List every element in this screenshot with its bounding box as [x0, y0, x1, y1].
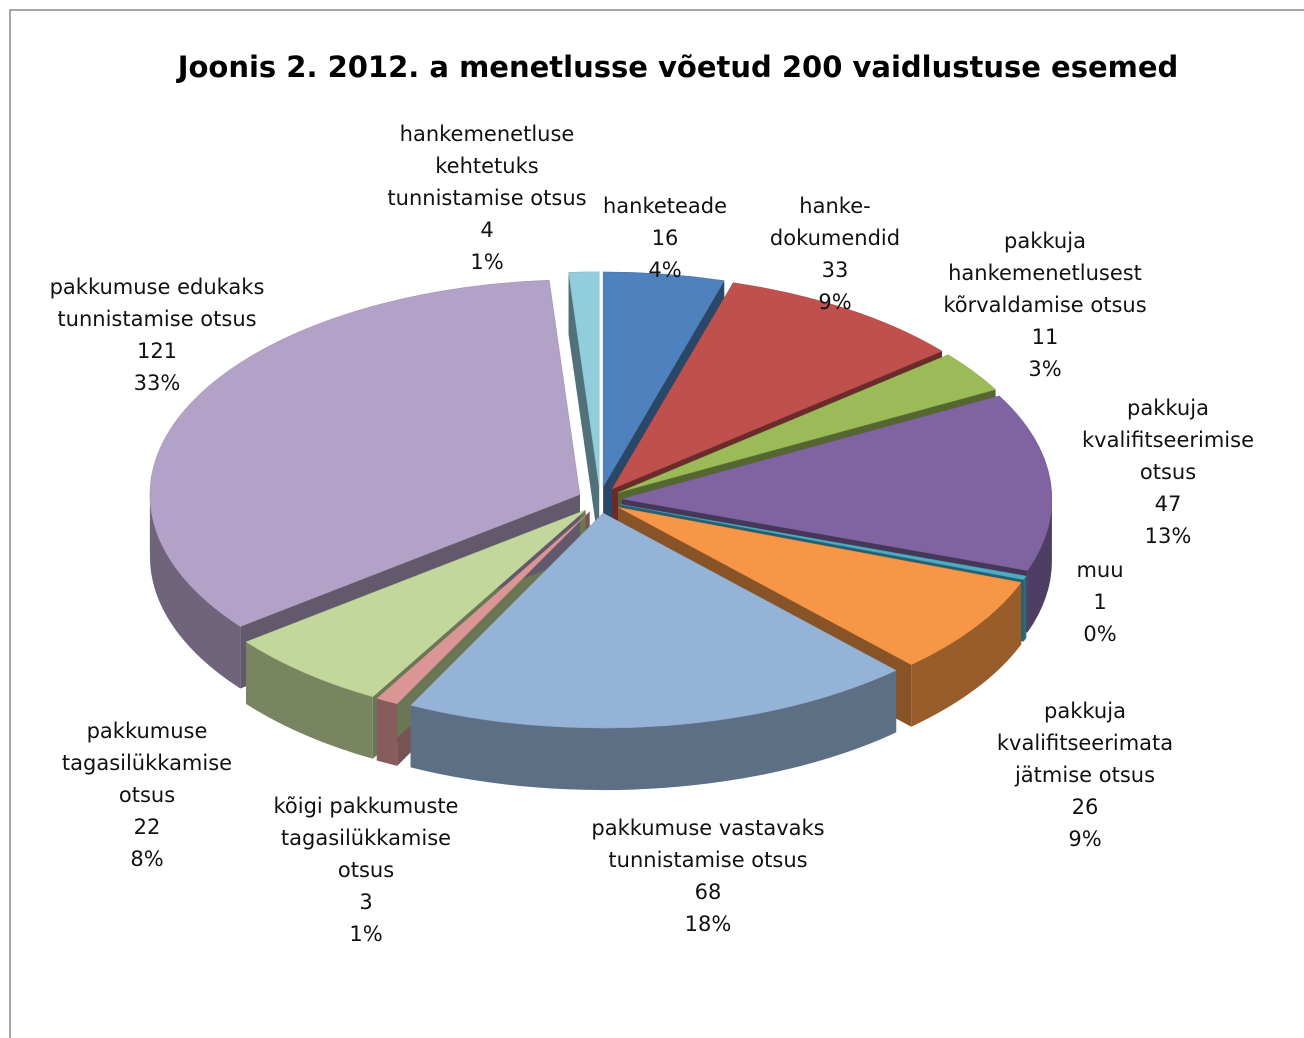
data-label: pakkumuse tagasilükkamise otsus 22 8% [52, 715, 242, 875]
slice [245, 509, 586, 698]
slice [618, 507, 1022, 665]
slice [620, 504, 1027, 580]
chart-title: Joonis 2. 2012. a menetlusse võetud 200 … [177, 50, 1179, 84]
label-percent: 8% [130, 847, 164, 871]
label-category: hankemenetluse kehtetuks tunnistamise ot… [387, 122, 587, 210]
label-value: 121 [136, 339, 178, 363]
slice [376, 511, 590, 705]
label-category: pakkumuse tagasilükkamise otsus [61, 719, 233, 807]
slice-tops [149, 271, 1053, 729]
data-label: hanke-dokumendid 33 9% [755, 190, 915, 318]
slice [410, 512, 897, 729]
label-category: kõigi pakkumuste tagasilükkamise otsus [273, 794, 459, 882]
label-percent: 33% [133, 371, 181, 395]
label-value: 33 [821, 258, 849, 282]
label-value: 68 [694, 880, 722, 904]
data-label: pakkumuse vastavaks tunnistamise otsus 68… [588, 812, 828, 940]
label-percent: 0% [1083, 622, 1117, 646]
label-category: pakkumuse edukaks tunnistamise otsus [49, 275, 265, 331]
label-category: hanketeade [602, 194, 728, 218]
slice-walls [149, 494, 1052, 791]
label-value: 3 [359, 890, 373, 914]
data-label: hanketeade 16 4% [590, 190, 740, 286]
label-category: pakkuja hankemenetlusest kõrvaldamise ot… [943, 229, 1147, 317]
slice-wall [376, 698, 398, 766]
slice-wall [410, 670, 897, 791]
label-value: 47 [1154, 492, 1182, 516]
label-value: 1 [1093, 590, 1107, 614]
slice-wall [149, 494, 241, 689]
slice-wall [1027, 498, 1052, 633]
slice [602, 271, 725, 488]
label-percent: 18% [684, 912, 732, 936]
label-category: hanke-dokumendid [769, 194, 901, 250]
label-value: 16 [651, 226, 679, 250]
label-category: pakkuja kvalifitseerimata jätmise otsus [996, 699, 1174, 787]
label-percent: 1% [470, 250, 504, 274]
chart-border [9, 9, 1304, 1038]
label-value: 11 [1031, 325, 1059, 349]
label-category: pakkumuse vastavaks tunnistamise otsus [591, 816, 825, 872]
label-value: 22 [133, 815, 161, 839]
data-label: pakkuja kvalifitseerimata jätmise otsus 2… [975, 695, 1195, 855]
label-category: pakkuja kvalifitseerimise otsus [1082, 396, 1254, 484]
label-percent: 3% [1028, 357, 1062, 381]
slice-side [568, 272, 600, 549]
slice-wall [246, 641, 373, 759]
label-value: 26 [1071, 795, 1099, 819]
slice [611, 282, 943, 490]
slice [568, 271, 600, 487]
label-percent: 9% [818, 290, 852, 314]
label-percent: 4% [648, 258, 682, 282]
data-label: kõigi pakkumuste tagasilükkamise otsus 3 1… [251, 790, 481, 950]
slice [149, 279, 581, 627]
label-percent: 13% [1144, 524, 1192, 548]
data-label: pakkumuse edukaks tunnistamise otsus 121 3… [27, 271, 287, 399]
label-value: 4 [480, 218, 494, 242]
label-category: muu [1076, 558, 1124, 582]
data-label: muu 1 0% [1065, 554, 1135, 650]
slice-wall [1023, 576, 1027, 642]
slice [621, 395, 1053, 571]
label-percent: 1% [349, 922, 383, 946]
slice-wall [911, 582, 1022, 727]
data-label: pakkuja kvalifitseerimise otsus 47 13% [1068, 392, 1268, 552]
label-percent: 9% [1068, 827, 1102, 851]
data-label: hankemenetluse kehtetuks tunnistamise ot… [382, 118, 592, 278]
data-label: pakkuja hankemenetlusest kõrvaldamise ot… [925, 225, 1165, 385]
slice [618, 354, 997, 493]
